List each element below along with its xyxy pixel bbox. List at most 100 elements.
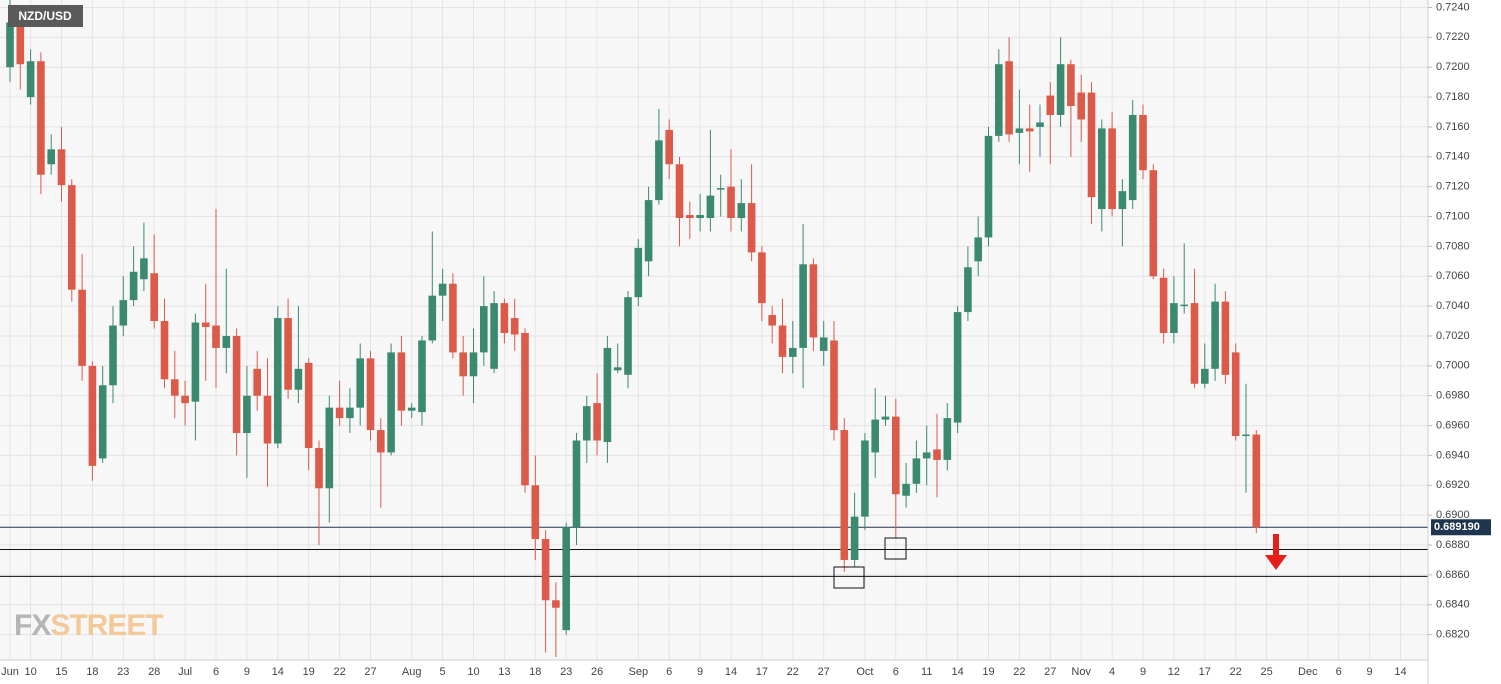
candle-body (1149, 170, 1158, 277)
candle-body (232, 335, 241, 434)
candle-body (655, 140, 663, 201)
candle-body (964, 267, 972, 313)
candle-body (428, 295, 437, 341)
x-tick-label: 13 (498, 666, 510, 678)
candle-body (88, 365, 97, 466)
x-tick-label: 27 (364, 666, 376, 678)
candle-body (160, 321, 169, 380)
candle-body (1231, 352, 1240, 437)
candle-body (819, 337, 828, 351)
candle-body (624, 297, 632, 375)
candle-body (129, 271, 138, 301)
candles (6, 0, 1261, 658)
candle-body (222, 335, 231, 348)
candle-body (1139, 114, 1147, 171)
x-tick-label: 14 (1394, 666, 1406, 678)
candle-body (16, 19, 25, 65)
x-tick-label: Sep (629, 666, 649, 678)
candle-body (47, 149, 55, 165)
candle-body (789, 347, 797, 357)
candle-body (78, 289, 86, 366)
candle-body (387, 352, 395, 453)
title-box (8, 5, 83, 27)
candle-body (1067, 64, 1075, 107)
candle-body (407, 407, 416, 411)
x-tick-label: 6 (1336, 666, 1342, 678)
candle-body (552, 600, 560, 608)
x-tick-label: 4 (1109, 666, 1115, 678)
x-tick-label: 6 (666, 666, 672, 678)
candle-body (500, 303, 509, 333)
levels (0, 526, 1428, 577)
x-tick-label: 14 (951, 666, 963, 678)
low-box (884, 537, 907, 560)
x-tick-label: 18 (529, 666, 541, 678)
candle-body (974, 237, 982, 262)
candle-body (830, 340, 838, 431)
candle-body (1108, 128, 1116, 210)
x-tick-label: Nov (1071, 666, 1091, 678)
candle-body (521, 332, 529, 486)
x-tick-label: 6 (213, 666, 219, 678)
candle-body (1242, 434, 1250, 437)
candle-body (583, 406, 591, 441)
x-tick-label: 12 (1168, 666, 1180, 678)
candle-body (644, 200, 653, 262)
x-tick-label: 19 (303, 666, 315, 678)
candle-body (119, 300, 128, 326)
candle-body (1128, 114, 1137, 201)
candle-body (665, 129, 673, 165)
x-tick-label: 10 (24, 666, 36, 678)
x-tick-label: 10 (467, 666, 479, 678)
candle-body (1056, 64, 1065, 115)
x-tick-label: Jun (1, 666, 19, 678)
x-tick-label: Jul (178, 666, 192, 678)
x-tick-label: 22 (1013, 666, 1025, 678)
candle-body (171, 379, 179, 396)
annotations (833, 534, 1287, 589)
y-tick-label: 0.6980 (1436, 390, 1470, 402)
candle-body (335, 407, 344, 419)
x-tick-label: 23 (117, 666, 129, 678)
candle-body (418, 340, 426, 413)
logo: FXSTREET (14, 609, 163, 642)
y-tick-label: 0.7220 (1436, 31, 1470, 43)
candle-body (1159, 277, 1168, 333)
chart-title: NZD/USD (18, 9, 72, 23)
candle-body (593, 403, 601, 441)
candle-body (1087, 92, 1096, 198)
y-tick-label: 0.7140 (1436, 151, 1470, 163)
candle-body (675, 164, 684, 219)
arrow-shaft (1273, 534, 1279, 556)
last-price-box (1431, 519, 1491, 536)
y-tick-label: 0.6940 (1436, 449, 1470, 461)
candle-body (438, 283, 447, 296)
y-tick-label: 0.7180 (1436, 91, 1470, 103)
candle-body (933, 449, 941, 460)
y-tick-label: 0.7000 (1436, 360, 1470, 372)
candle-body (253, 368, 261, 396)
x-tick-label: Dec (1298, 666, 1318, 678)
candle-body (1201, 368, 1209, 384)
candle-body (840, 430, 849, 560)
candle-body (1190, 303, 1199, 384)
candle-body (1098, 128, 1106, 210)
candle-body (304, 362, 313, 448)
x-tick-label: 26 (591, 666, 603, 678)
x-tick-label: 22 (1230, 666, 1242, 678)
candle-body (480, 306, 488, 353)
candle-body (356, 358, 364, 408)
candle-body (861, 440, 869, 517)
y-tick-label: 0.6840 (1436, 599, 1470, 611)
candle-body (1025, 128, 1034, 132)
candle-body (109, 325, 117, 386)
candle-body (315, 447, 323, 489)
y-tick-label: 0.7240 (1436, 1, 1470, 13)
candle-body (98, 385, 107, 459)
candle-body (778, 325, 787, 357)
candle-body (459, 352, 467, 377)
x-tick-label: 9 (1367, 666, 1373, 678)
candle-body (809, 264, 818, 338)
candle-body (531, 485, 540, 540)
x-tick-label: 22 (787, 666, 799, 678)
